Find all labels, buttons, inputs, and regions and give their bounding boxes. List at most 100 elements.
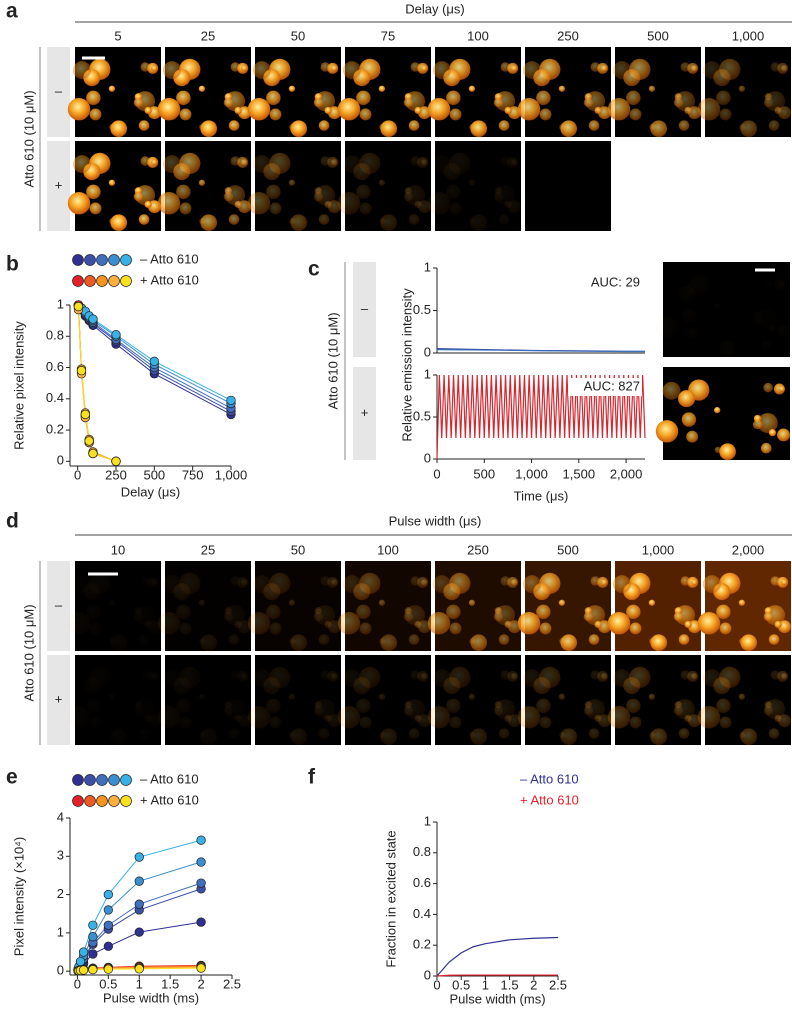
droplet <box>648 85 656 92</box>
droplet <box>648 693 656 700</box>
droplet <box>253 155 271 174</box>
x-tick-label: 750 <box>182 467 204 482</box>
droplet <box>359 108 372 121</box>
x-tick-label: 1,000 <box>215 467 248 482</box>
data-point <box>88 314 98 324</box>
droplet <box>594 714 602 723</box>
droplet <box>414 714 422 723</box>
droplet <box>89 202 102 215</box>
droplet <box>427 612 451 635</box>
droplet <box>427 706 451 729</box>
droplet <box>560 634 578 651</box>
legend-swatch <box>108 254 120 266</box>
row-tab <box>353 367 376 460</box>
droplet <box>86 699 100 713</box>
data-point <box>196 835 206 845</box>
data-point <box>88 964 98 975</box>
droplet <box>601 65 608 72</box>
row-tab <box>47 47 70 137</box>
droplet <box>763 382 773 393</box>
droplet <box>290 120 308 137</box>
droplet <box>380 728 398 745</box>
series-line <box>78 304 232 409</box>
data-point <box>88 949 98 959</box>
droplet <box>740 728 758 745</box>
droplet <box>470 120 488 137</box>
droplet <box>324 106 332 115</box>
droplet <box>613 669 631 688</box>
legend-label: – Atto 610 <box>140 771 199 786</box>
droplet <box>378 599 386 606</box>
row-label: + <box>55 177 63 192</box>
y-tick-label: 0 <box>57 453 64 468</box>
droplet <box>110 120 128 137</box>
data-point <box>196 857 206 867</box>
droplet <box>655 420 679 443</box>
droplet <box>686 430 699 443</box>
droplet <box>523 575 541 594</box>
x-tick-label: 2.5 <box>549 977 567 992</box>
droplet <box>768 120 780 131</box>
droplet <box>716 698 731 714</box>
droplet <box>763 97 774 108</box>
series-line <box>436 974 558 977</box>
droplet <box>607 706 631 729</box>
droplet <box>378 693 386 700</box>
column-label: 2,000 <box>732 542 765 557</box>
droplet <box>494 192 503 201</box>
droplet <box>247 706 271 729</box>
droplet <box>740 634 758 651</box>
droplet <box>763 705 774 716</box>
column-label: 500 <box>557 542 579 557</box>
droplet <box>324 200 332 209</box>
droplet <box>511 159 518 166</box>
droplet <box>433 61 451 80</box>
y-tick-label: 0.4 <box>46 390 64 405</box>
droplet <box>684 714 692 723</box>
droplet <box>359 202 372 215</box>
column-label: 25 <box>201 542 215 557</box>
droplet <box>433 669 451 688</box>
droplet <box>288 599 296 606</box>
droplet <box>290 214 308 231</box>
droplet <box>443 163 461 181</box>
panel-letter: b <box>6 253 19 276</box>
droplet <box>90 716 102 728</box>
droplet <box>109 694 115 700</box>
droplet <box>176 699 190 713</box>
droplet <box>560 728 578 745</box>
droplet <box>247 98 271 121</box>
data-point <box>88 920 98 930</box>
droplet <box>313 191 324 202</box>
droplet <box>380 214 398 231</box>
droplet <box>356 90 371 106</box>
droplet <box>288 85 296 92</box>
droplet <box>470 728 488 745</box>
droplet <box>607 612 631 635</box>
droplet <box>740 120 758 137</box>
droplet <box>241 673 247 679</box>
column-label: 5 <box>114 28 121 43</box>
droplet <box>433 155 451 173</box>
x-tick-label: 2,000 <box>610 466 643 481</box>
droplet <box>504 714 512 723</box>
panel-letter: d <box>6 510 19 533</box>
droplet <box>378 85 386 92</box>
droplet <box>470 214 488 231</box>
droplet <box>157 98 181 121</box>
x-tick-label: 0 <box>433 466 440 481</box>
droplet <box>752 419 763 430</box>
droplet <box>318 214 330 225</box>
x-tick-label: 0.5 <box>99 976 117 991</box>
y-tick-label: 3 <box>57 848 64 863</box>
droplet <box>504 200 512 209</box>
droplet <box>613 61 631 80</box>
droplet <box>656 317 678 339</box>
droplet <box>247 612 271 635</box>
droplet <box>681 412 697 427</box>
droplet <box>145 621 152 628</box>
droplet <box>331 673 338 680</box>
annotation-bg <box>568 378 642 396</box>
